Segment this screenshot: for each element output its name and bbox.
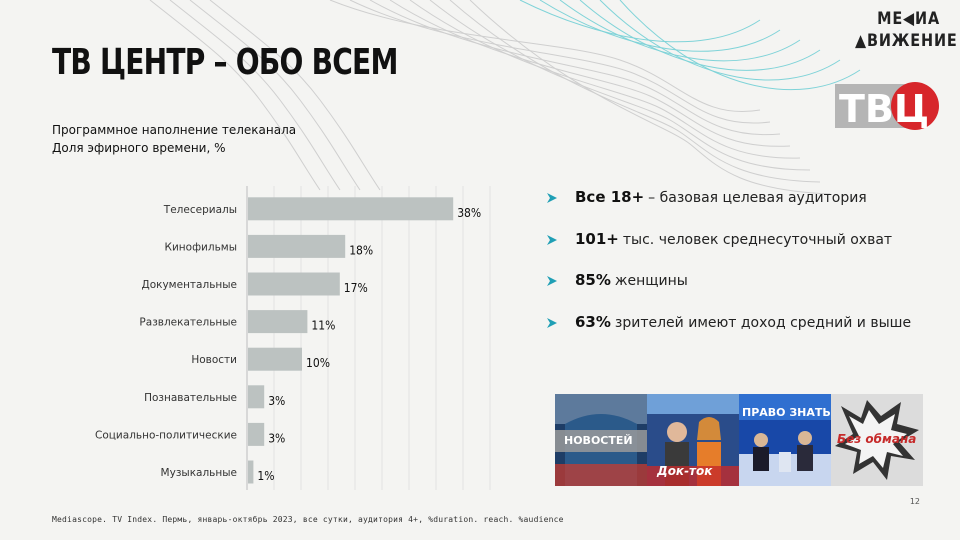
source-note: Mediascope. TV Index. Пермь, январь-октя…	[52, 515, 564, 524]
bar	[248, 310, 308, 334]
talkshow-thumbnail: Док-ток	[647, 394, 739, 486]
thumbnail-label: Док-ток	[657, 464, 713, 478]
thumbnail-label: НОВОСТЕЙ	[564, 434, 633, 447]
bar	[248, 197, 454, 221]
category-label: Музыкальные	[161, 467, 237, 479]
data-label: 18%	[349, 243, 373, 257]
fact-value: 101+	[575, 229, 619, 248]
fact-item: 63% зрителей имеют доход средний и выше	[545, 313, 945, 355]
chart-subtitle: Программное наполнение телеканала Доля э…	[52, 121, 296, 157]
arrow-bullet-icon	[547, 234, 557, 245]
subtitle-line-1: Программное наполнение телеканала	[52, 123, 297, 137]
fact-value: 85%	[575, 271, 611, 289]
data-label: 11%	[311, 319, 335, 333]
category-label: Социально-политические	[95, 429, 237, 441]
logo-line-1: МЕ◀ИА	[877, 9, 940, 29]
arrow-bullet-icon	[547, 276, 557, 286]
logo-line-2: ▲ВИЖЕНИЕ	[855, 31, 958, 51]
fact-text: тыс. человек среднесуточный охват	[622, 231, 893, 248]
bar	[248, 234, 346, 258]
category-label: Новости	[191, 354, 237, 366]
tvc-channel-logo: ТВЦ	[835, 82, 939, 131]
arrow-bullet-icon	[547, 193, 557, 203]
data-label: 1%	[257, 469, 274, 483]
fact-item: Все 18+ – базовая целевая аудитория	[545, 188, 945, 230]
program-thumbnails: НОВОСТЕЙ Док-ток ПРАВО ЗНАТЬ!	[555, 394, 923, 486]
category-label: Документальные	[142, 279, 238, 291]
audience-facts-list: Все 18+ – базовая целевая аудитория 101+ т…	[545, 188, 945, 354]
fact-text: женщины	[614, 273, 688, 289]
category-label: Развлекательные	[139, 317, 237, 329]
thumbnail-label: Без обмана	[837, 432, 917, 446]
bar	[248, 272, 340, 296]
pravo-znat-thumbnail: ПРАВО ЗНАТЬ!	[739, 394, 831, 486]
fact-item: 101+ тыс. человек среднесуточный охват	[545, 230, 945, 272]
category-label: Познавательные	[144, 392, 237, 404]
bez-obmana-thumbnail: Без обмана	[831, 394, 923, 486]
data-label: 10%	[306, 356, 330, 370]
thumbnail-label: ПРАВО ЗНАТЬ!	[742, 406, 831, 419]
data-label: 3%	[268, 394, 285, 408]
data-label: 3%	[268, 431, 285, 445]
arrow-bullet-icon	[547, 317, 557, 328]
media-dvizhenie-logo: МЕ◀ИА ▲ВИЖЕНИЕ	[840, 8, 958, 52]
bar	[248, 347, 302, 371]
data-label: 38%	[457, 206, 481, 220]
tvc-logo-text: ТВЦ	[839, 87, 929, 131]
fact-value: 63%	[575, 312, 611, 331]
page-number: 12	[909, 497, 920, 506]
fact-text: зрителей имеют доход средний и выше	[614, 314, 912, 331]
page-title: ТВ ЦЕНТР – ОБО ВСЕМ	[52, 42, 398, 83]
bar	[248, 422, 265, 446]
bar	[248, 385, 265, 409]
subtitle-line-2: Доля эфирного времени, %	[52, 141, 226, 155]
fact-value: Все 18+	[575, 188, 645, 206]
fact-text: – базовая целевая аудитория	[648, 190, 867, 206]
category-label: Кинофильмы	[165, 241, 237, 253]
news-thumbnail: НОВОСТЕЙ	[555, 394, 647, 486]
fact-item: 85% женщины	[545, 271, 945, 313]
bar	[248, 460, 254, 484]
data-label: 17%	[344, 281, 368, 295]
category-label: Телесериалы	[163, 204, 237, 216]
program-share-bar-chart: Телесериалы 38% Кинофильмы 18% Документальны…	[95, 186, 491, 490]
